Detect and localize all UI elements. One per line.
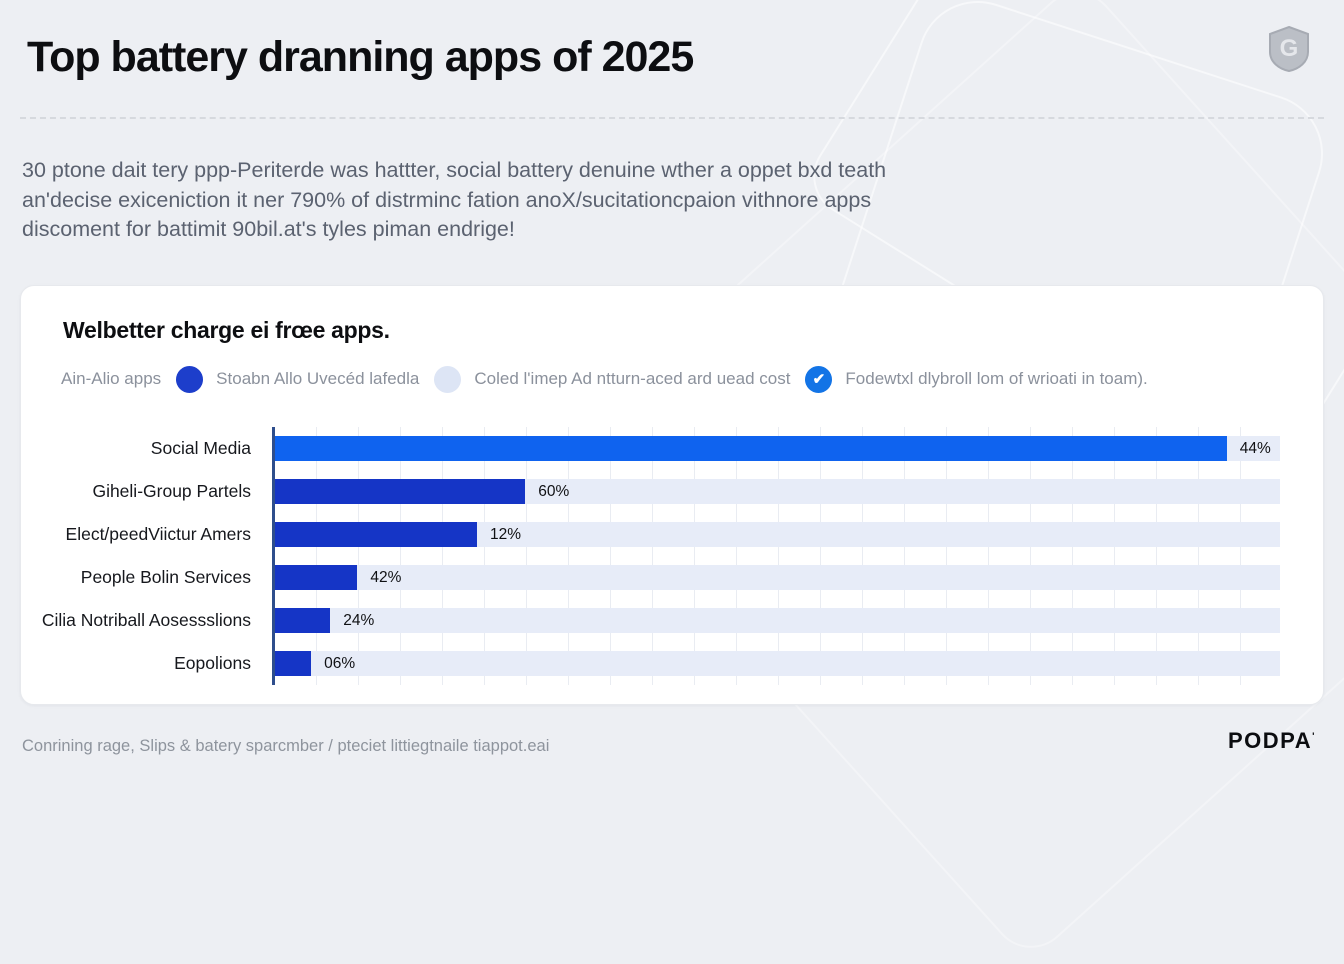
category-label: Eopolions [174,653,251,673]
bar-track: 12% [275,522,1280,547]
bar [275,436,1227,461]
value-label: 60% [538,482,570,500]
value-label: 06% [324,654,356,672]
legend-label: Coled l'imep Ad ntturn-aced ard uead cos… [474,369,791,388]
plot-area: 12% [272,513,1280,556]
bar [275,651,312,676]
chart-row: People Bolin Services 42% [21,556,1280,599]
bar-track: 42% [275,565,1280,590]
legend-item-4: ✔ Fodewtxl dlybroll lom of wrioati in toa… [805,365,1148,393]
intro-line-2: an'decise exiceniction it ner 790% of di… [22,187,872,212]
source-note: Conrining rage, Slips & batery sparcmber… [22,737,550,755]
plot-area: 06% [272,642,1280,685]
legend-item-3: Coled l'imep Ad ntturn-aced ard uead cos… [434,365,791,393]
bar-track: 24% [275,608,1280,633]
dashed-divider [20,117,1324,119]
category-label: People Bolin Services [80,567,251,587]
intro-line-1: 30 ptone dait tery ppp-Periterde was hat… [22,158,887,182]
legend-check-icon: ✔ [805,365,833,393]
legend-dot-icon [434,365,462,393]
legend-label: Ain-Alio apps [61,369,162,388]
bar [275,608,331,633]
bar [275,522,477,547]
shield-logo-icon: G [1269,26,1309,72]
category-label: Social Media [150,438,251,458]
plot-area: 24% [272,599,1280,642]
category-label: Elect/peedViictur Amers [65,524,251,544]
chart-row: Cilia Notriball Aosessslions 24% [21,599,1280,642]
brand-logo: PODPA' [1228,728,1316,753]
value-label: 42% [370,568,402,586]
intro-line-3: discoment for battimit 90bil.at's tyles … [22,217,515,241]
bar-track: 44% [275,436,1280,461]
legend-item-1: Ain-Alio apps [61,369,161,389]
page-title: Top battery dranning apps of 2025 [27,33,694,81]
value-label: 24% [343,611,375,629]
bar-track: 60% [275,479,1280,504]
intro-paragraph: 30 ptone dait tery ppp-Periterde was hat… [22,156,962,245]
chart-legend: Ain-Alio apps Stoabn Allo Uvecéd lafedla C… [61,364,1148,394]
bar-chart: Social Media 44% Giheli-Group Partels 60% El… [21,427,1280,685]
bar [275,565,358,590]
bar [275,479,526,504]
legend-dot-icon [176,365,204,393]
chart-card: Welbetter charge ei frœe apps. Ain-Alio … [20,285,1324,705]
bar-track: 06% [275,651,1280,676]
chart-row: Elect/peedViictur Amers 12% [21,513,1280,556]
brand-mark: ' [1312,731,1316,743]
chart-row: Social Media 44% [21,427,1280,470]
chart-row: Eopolions 06% [21,642,1280,685]
chart-title: Welbetter charge ei frœe apps. [63,317,390,343]
category-label: Cilia Notriball Aosessslions [41,610,251,630]
legend-item-2: Stoabn Allo Uvecéd lafedla [176,365,420,393]
svg-text:G: G [1280,35,1299,62]
plot-area: 42% [272,556,1280,599]
chart-row: Giheli-Group Partels 60% [21,470,1280,513]
value-label: 12% [490,525,522,543]
plot-area: 44% [272,427,1280,470]
category-label: Giheli-Group Partels [92,481,251,501]
plot-area: 60% [272,470,1280,513]
value-label: 44% [1239,439,1271,457]
legend-label: Fodewtxl dlybroll lom of wrioati in toam… [845,369,1148,388]
legend-label: Stoabn Allo Uvecéd lafedla [216,369,420,388]
